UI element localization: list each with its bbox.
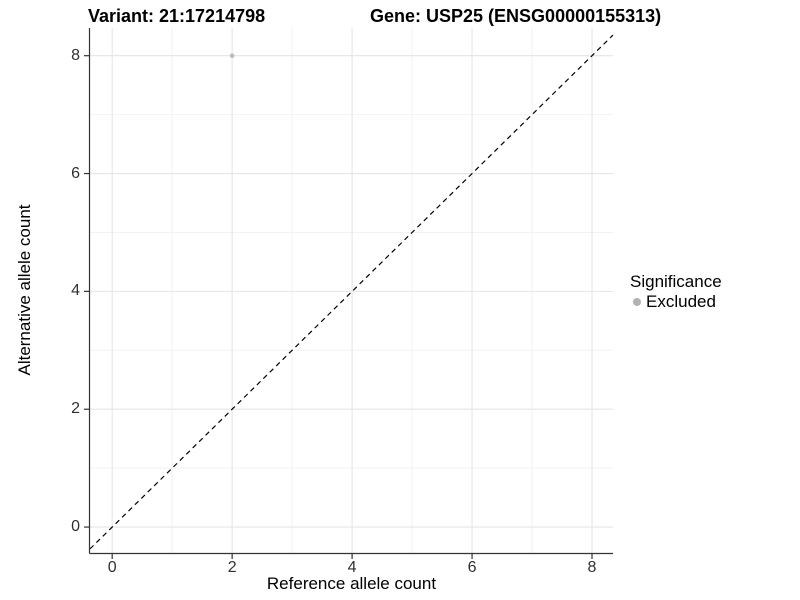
x-tick-label: 4 xyxy=(347,559,357,576)
x-axis-title: Reference allele count xyxy=(266,574,437,593)
legend-key-dot-icon xyxy=(633,298,641,306)
x-tick-label: 8 xyxy=(587,559,597,576)
x-tick-label: 2 xyxy=(227,559,237,576)
y-tick-label: 8 xyxy=(71,46,80,64)
data-point xyxy=(229,53,235,58)
legend-title: Significance xyxy=(630,272,722,291)
x-tick-label: 6 xyxy=(467,559,477,576)
y-tick-label: 2 xyxy=(71,400,80,418)
plot-title-gene: Gene: USP25 (ENSG00000155313) xyxy=(370,6,662,26)
legend: Significance Excluded xyxy=(628,272,722,312)
x-tick-label: 0 xyxy=(107,559,117,576)
legend-entry-excluded: Excluded xyxy=(628,292,722,312)
y-tick-label: 4 xyxy=(71,282,80,300)
identity-reference-line xyxy=(89,34,614,550)
y-tick-label: 6 xyxy=(71,164,80,182)
plot-title-variant: Variant: 21:17214798 xyxy=(88,6,266,26)
y-axis-title: Alternative allele count xyxy=(15,204,34,376)
y-tick-label: 0 xyxy=(71,518,80,536)
legend-entry-label: Excluded xyxy=(646,292,716,311)
